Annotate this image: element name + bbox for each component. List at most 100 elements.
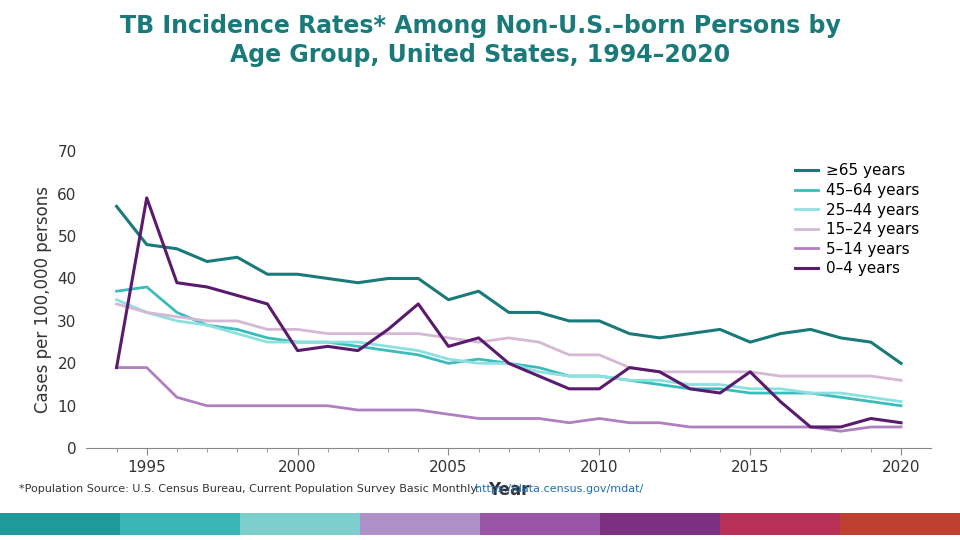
25–44 years [744,386,756,392]
≥65 years [714,326,726,333]
≥65 years [322,275,333,282]
≥65 years [533,309,544,316]
45–64 years [744,390,756,396]
Text: https://data.census.gov/mdat/: https://data.census.gov/mdat/ [475,484,643,494]
5–14 years [714,424,726,430]
15–24 years [744,369,756,375]
0–4 years [684,386,696,392]
25–44 years [684,381,696,388]
15–24 years [865,373,876,379]
25–44 years [413,347,424,354]
0–4 years [413,301,424,307]
≥65 years [804,326,816,333]
15–24 years [141,309,153,316]
15–24 years [262,326,274,333]
≥65 years [292,271,303,278]
5–14 years [533,415,544,422]
45–64 years [352,343,364,349]
≥65 years [654,335,665,341]
0–4 years [865,415,876,422]
0–4 years [352,347,364,354]
Line: ≥65 years: ≥65 years [116,206,901,363]
0–4 years [804,424,816,430]
≥65 years [835,335,847,341]
25–44 years [352,339,364,346]
15–24 years [775,373,786,379]
45–64 years [804,390,816,396]
45–64 years [322,339,333,346]
45–64 years [110,288,122,294]
≥65 years [865,339,876,346]
0–4 years [322,343,333,349]
25–44 years [654,377,665,383]
5–14 years [865,424,876,430]
15–24 years [292,326,303,333]
0–4 years [835,424,847,430]
45–64 years [292,339,303,346]
25–44 years [865,394,876,401]
0–4 years [714,390,726,396]
25–44 years [322,339,333,346]
15–24 years [110,301,122,307]
5–14 years [593,415,605,422]
0–4 years [533,373,544,379]
≥65 years [684,330,696,337]
15–24 years [654,369,665,375]
45–64 years [654,381,665,388]
25–44 years [473,360,485,367]
X-axis label: Year: Year [488,481,530,498]
≥65 years [896,360,907,367]
0–4 years [443,343,454,349]
45–64 years [171,309,182,316]
45–64 years [473,356,485,362]
5–14 years [202,402,213,409]
0–4 years [564,386,575,392]
15–24 years [503,335,515,341]
45–64 years [262,335,274,341]
5–14 years [775,424,786,430]
5–14 years [171,394,182,401]
0–4 years [473,335,485,341]
0–4 years [744,369,756,375]
15–24 years [804,373,816,379]
≥65 years [564,318,575,324]
25–44 years [804,390,816,396]
45–64 years [714,386,726,392]
0–4 years [654,369,665,375]
5–14 years [141,364,153,371]
5–14 years [413,407,424,413]
0–4 years [141,194,153,201]
15–24 years [382,330,394,337]
45–64 years [684,386,696,392]
15–24 years [202,318,213,324]
45–64 years [413,352,424,358]
Line: 0–4 years: 0–4 years [116,198,901,427]
5–14 years [503,415,515,422]
0–4 years [593,386,605,392]
45–64 years [533,364,544,371]
Line: 25–44 years: 25–44 years [116,300,901,402]
≥65 years [413,275,424,282]
≥65 years [262,271,274,278]
25–44 years [110,296,122,303]
0–4 years [624,364,636,371]
≥65 years [231,254,243,260]
5–14 years [110,364,122,371]
25–44 years [141,309,153,316]
15–24 years [473,339,485,346]
25–44 years [533,369,544,375]
≥65 years [744,339,756,346]
45–64 years [775,390,786,396]
15–24 years [413,330,424,337]
0–4 years [503,360,515,367]
25–44 years [714,381,726,388]
0–4 years [896,420,907,426]
45–64 years [896,402,907,409]
15–24 years [896,377,907,383]
45–64 years [202,322,213,328]
≥65 years [382,275,394,282]
45–64 years [141,284,153,290]
Line: 15–24 years: 15–24 years [116,304,901,380]
≥65 years [443,296,454,303]
≥65 years [141,241,153,248]
